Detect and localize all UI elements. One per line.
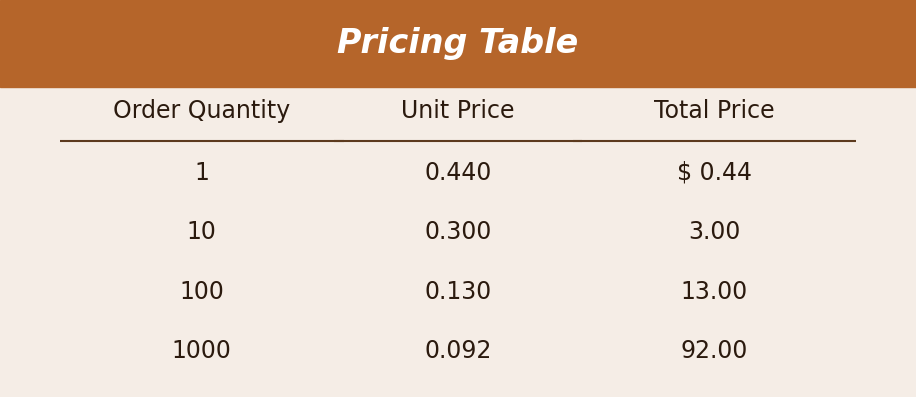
Bar [0, 0, 916, 87]
Text: 0.130: 0.130 [424, 280, 492, 304]
Text: Total Price: Total Price [654, 99, 775, 123]
Text: 1: 1 [194, 161, 209, 185]
Text: 13.00: 13.00 [681, 280, 748, 304]
Text: 0.300: 0.300 [424, 220, 492, 244]
Text: Order Quantity: Order Quantity [113, 99, 290, 123]
Text: 3.00: 3.00 [688, 220, 741, 244]
Text: 100: 100 [180, 280, 224, 304]
Text: $ 0.44: $ 0.44 [677, 161, 752, 185]
Text: 0.440: 0.440 [424, 161, 492, 185]
Text: 92.00: 92.00 [681, 339, 748, 363]
Text: 1000: 1000 [171, 339, 232, 363]
Text: 0.092: 0.092 [424, 339, 492, 363]
Text: Pricing Table: Pricing Table [337, 27, 579, 60]
Text: Unit Price: Unit Price [401, 99, 515, 123]
Text: 10: 10 [187, 220, 216, 244]
